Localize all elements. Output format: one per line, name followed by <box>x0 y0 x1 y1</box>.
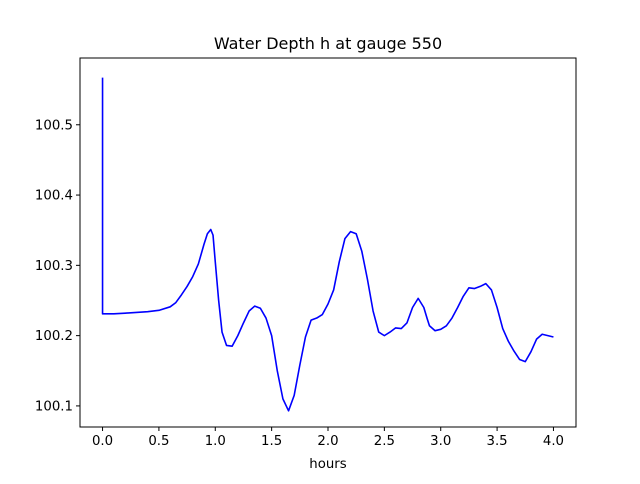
x-tick-label: 1.5 <box>261 434 282 449</box>
x-tick-label: 3.0 <box>430 434 451 449</box>
x-tick-label: 2.5 <box>374 434 395 449</box>
x-tick-label: 2.0 <box>317 434 338 449</box>
series-line-0 <box>101 77 554 412</box>
x-tick-label: 1.0 <box>205 434 226 449</box>
y-tick-label: 100.4 <box>35 189 73 204</box>
y-tick-label: 100.2 <box>35 329 73 344</box>
y-tick-label: 100.1 <box>35 399 73 414</box>
plot-area: 0.0 0.5 1.0 1.5 2.0 2.5 3.0 3.5 4.0 100.1 100.2 100… <box>35 57 577 449</box>
x-tick-label: 4.0 <box>543 434 564 449</box>
x-tick-label: 0.0 <box>92 434 113 449</box>
x-tick-label: 0.5 <box>148 434 169 449</box>
x-tick-label: 3.5 <box>487 434 508 449</box>
y-tick-label: 100.5 <box>35 118 73 133</box>
x-axis-label: hours <box>309 457 346 472</box>
y-tick-label: 100.3 <box>35 259 73 274</box>
chart-title: Water Depth h at gauge 550 <box>214 34 442 53</box>
